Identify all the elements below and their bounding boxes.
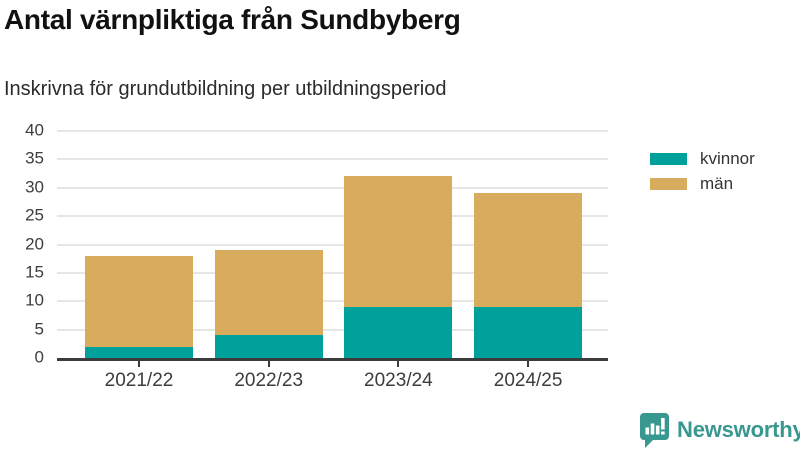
chart-title: Antal värnpliktiga från Sundbyberg — [4, 4, 461, 35]
gridline-25 — [57, 215, 608, 218]
y-tick-label: 35 — [25, 148, 44, 168]
y-tick-label: 5 — [34, 319, 44, 339]
bar-segment-kvinnor-2021-22 — [85, 346, 193, 358]
legend-label-kvinnor: kvinnor — [700, 148, 755, 168]
newsworthy-speech-bubble-bar-chart-icon — [640, 413, 669, 448]
gridline-35 — [57, 158, 608, 161]
chart-subtitle: Inskrivna för grundutbildning per utbild… — [4, 78, 447, 100]
bar-segment-kvinnor-2024-25 — [474, 306, 583, 358]
gridline-30 — [57, 186, 608, 189]
legend-swatch-män — [650, 177, 687, 190]
newsworthy-logo-text: Newsworthy — [677, 417, 800, 442]
x-tick-label: 2021/22 — [104, 370, 174, 391]
y-tick-label: 15 — [25, 262, 44, 282]
bar-segment-män-2023-24 — [344, 176, 453, 307]
y-tick-label: 20 — [25, 234, 44, 254]
x-tick-label: 2024/25 — [493, 370, 563, 391]
legend: kvinnor män — [650, 146, 755, 196]
legend-swatch-kvinnor — [650, 152, 687, 165]
y-tick-label: 0 — [34, 347, 44, 367]
gridline-20 — [57, 243, 608, 246]
bar-segment-män-2022-23 — [214, 250, 323, 336]
gridline-10 — [57, 300, 608, 303]
legend-label-män: män — [700, 173, 734, 193]
y-tick-label: 40 — [25, 120, 44, 140]
x-tick-mark — [267, 361, 270, 367]
gridline-40 — [57, 130, 608, 132]
newsworthy-logo: Newsworthy — [639, 412, 800, 448]
gridline-5 — [57, 328, 608, 331]
bar-segment-kvinnor-2023-24 — [344, 306, 453, 358]
bar-segment-män-2024-25 — [474, 193, 583, 307]
x-axis-line — [57, 358, 608, 361]
bar-segment-män-2021-22 — [85, 255, 193, 347]
x-tick-mark — [397, 361, 400, 367]
gridline-15 — [57, 271, 608, 274]
plot-area: 0 5 10 15 20 25 30 35 40 2021/22 2022/23 2023/24 202… — [25, 121, 608, 391]
x-tick-label: 2022/23 — [234, 370, 304, 391]
bar-segment-kvinnor-2022-23 — [214, 335, 323, 358]
y-tick-label: 25 — [25, 205, 44, 225]
x-tick-label: 2023/24 — [364, 370, 433, 391]
y-tick-label: 10 — [25, 290, 44, 310]
x-tick-mark — [527, 361, 530, 367]
legend-item-män: män — [650, 171, 755, 196]
y-tick-label: 30 — [25, 177, 44, 197]
legend-item-kvinnor: kvinnor — [650, 146, 755, 171]
x-tick-mark — [138, 361, 140, 367]
